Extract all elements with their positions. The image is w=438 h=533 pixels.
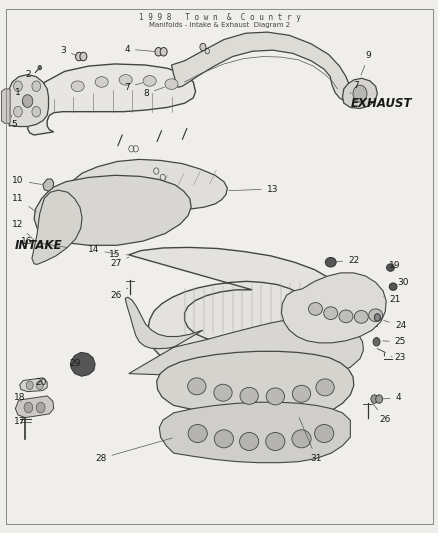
Circle shape: [80, 52, 87, 61]
Ellipse shape: [187, 424, 207, 442]
Ellipse shape: [239, 432, 258, 450]
Ellipse shape: [338, 310, 352, 322]
Text: 24: 24: [383, 320, 405, 330]
Text: 20: 20: [30, 377, 47, 386]
Text: EXHAUST: EXHAUST: [350, 96, 412, 110]
Circle shape: [32, 107, 41, 117]
Circle shape: [375, 395, 382, 403]
Circle shape: [75, 52, 82, 61]
Ellipse shape: [291, 430, 311, 448]
Circle shape: [160, 47, 167, 56]
Polygon shape: [125, 297, 363, 380]
Text: 13: 13: [228, 184, 278, 193]
Text: 27: 27: [110, 257, 129, 268]
Polygon shape: [342, 78, 377, 109]
Polygon shape: [281, 273, 385, 343]
Ellipse shape: [240, 387, 258, 405]
Polygon shape: [28, 64, 195, 135]
Ellipse shape: [368, 309, 382, 321]
Polygon shape: [159, 402, 350, 463]
Ellipse shape: [353, 311, 367, 323]
Ellipse shape: [187, 378, 205, 395]
Text: 1 9 9 8   T o w n  &  C o u n t r y: 1 9 9 8 T o w n & C o u n t r y: [138, 13, 300, 22]
Text: 2: 2: [25, 70, 37, 79]
Circle shape: [370, 395, 377, 403]
Circle shape: [14, 81, 22, 92]
Circle shape: [32, 81, 41, 92]
Polygon shape: [34, 175, 191, 245]
Text: 16: 16: [21, 237, 67, 247]
Text: 8: 8: [143, 87, 164, 98]
Ellipse shape: [95, 77, 108, 87]
Circle shape: [14, 107, 22, 117]
Circle shape: [374, 314, 380, 321]
Ellipse shape: [265, 432, 284, 450]
Text: 19: 19: [388, 261, 400, 270]
Circle shape: [155, 47, 162, 56]
Ellipse shape: [314, 424, 333, 442]
Ellipse shape: [325, 257, 336, 267]
Ellipse shape: [386, 264, 393, 271]
Polygon shape: [20, 378, 47, 392]
Polygon shape: [156, 351, 353, 420]
Text: 3: 3: [60, 46, 76, 55]
Circle shape: [352, 85, 366, 102]
Text: INTAKE: INTAKE: [14, 239, 62, 252]
Ellipse shape: [265, 388, 284, 405]
Text: 26: 26: [110, 288, 127, 300]
Circle shape: [22, 95, 33, 108]
Text: 4: 4: [381, 393, 400, 402]
Text: 7: 7: [350, 80, 358, 94]
Circle shape: [38, 66, 42, 70]
Text: 28: 28: [95, 438, 172, 463]
Text: 18: 18: [14, 393, 25, 402]
Ellipse shape: [214, 430, 233, 448]
Text: 29: 29: [69, 359, 80, 367]
Text: 4: 4: [124, 45, 155, 54]
Polygon shape: [9, 75, 48, 126]
Text: 25: 25: [382, 337, 405, 346]
Polygon shape: [15, 396, 53, 418]
Text: 23: 23: [390, 353, 405, 362]
Circle shape: [199, 43, 205, 51]
Text: 12: 12: [12, 220, 34, 241]
Ellipse shape: [143, 76, 156, 86]
Text: 17: 17: [14, 417, 25, 426]
Text: 21: 21: [383, 295, 399, 304]
Ellipse shape: [389, 283, 396, 290]
Ellipse shape: [323, 307, 337, 319]
Text: 10: 10: [12, 176, 41, 185]
Polygon shape: [1, 89, 10, 123]
Polygon shape: [32, 190, 82, 264]
Text: 5: 5: [11, 115, 18, 129]
Text: Manifolds - Intake & Exhaust  Diagram 2: Manifolds - Intake & Exhaust Diagram 2: [148, 21, 290, 28]
Ellipse shape: [71, 81, 84, 92]
Text: 1: 1: [15, 88, 24, 105]
Ellipse shape: [308, 303, 322, 316]
Text: 14: 14: [88, 245, 117, 254]
Polygon shape: [43, 179, 53, 191]
Ellipse shape: [213, 384, 232, 401]
Text: 31: 31: [298, 417, 321, 463]
Circle shape: [36, 402, 45, 413]
Polygon shape: [128, 247, 353, 374]
Circle shape: [36, 381, 43, 390]
Text: 26: 26: [372, 404, 390, 424]
Ellipse shape: [165, 79, 178, 90]
Ellipse shape: [315, 379, 333, 396]
Circle shape: [26, 381, 33, 390]
Ellipse shape: [292, 385, 310, 402]
Text: 11: 11: [12, 194, 36, 212]
Polygon shape: [70, 352, 95, 376]
Polygon shape: [69, 159, 227, 211]
Text: 9: 9: [360, 51, 371, 75]
Text: 15: 15: [109, 251, 128, 260]
Ellipse shape: [119, 75, 132, 85]
Text: 30: 30: [391, 278, 407, 287]
Circle shape: [372, 337, 379, 346]
Text: 7: 7: [124, 83, 142, 92]
Polygon shape: [171, 32, 350, 103]
Circle shape: [24, 402, 33, 413]
Text: 22: 22: [333, 256, 359, 265]
